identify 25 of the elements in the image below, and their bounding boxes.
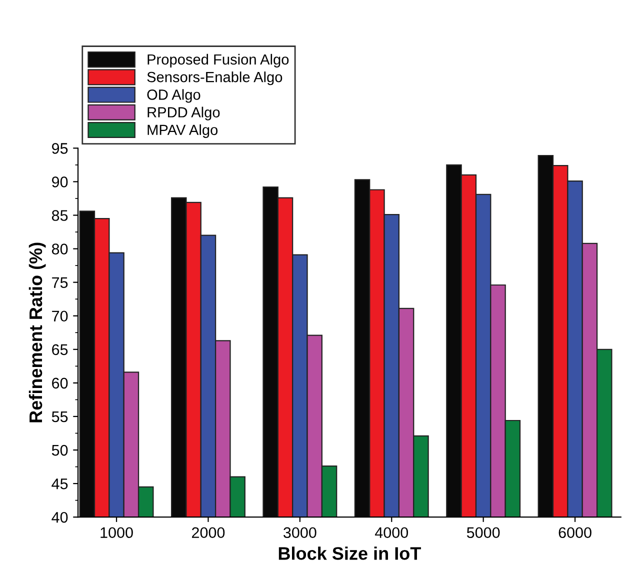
y-tick-label: 70 (52, 310, 68, 322)
y-tick-label: 50 (52, 444, 68, 456)
legend-label: Proposed Fusion Algo (148, 54, 289, 68)
x-axis-title: Block Size in IoT (278, 546, 421, 560)
x-tick-label: 5000 (466, 527, 500, 538)
y-tick-label: 60 (52, 378, 68, 389)
x-tick-label: 2000 (192, 527, 225, 538)
y-tick-label: 55 (52, 411, 68, 422)
y-tick-label: 80 (52, 244, 68, 254)
y-tick-label: 40 (52, 512, 68, 523)
x-tick-label: 3000 (284, 527, 316, 538)
x-tick-label: 4000 (374, 527, 408, 538)
y-tick-label: 90 (52, 176, 68, 188)
legend-label: Sensors-Enable Algo (147, 72, 282, 86)
legend-label: RPDD Algo (148, 106, 220, 120)
x-tick-label: 1000 (100, 527, 133, 538)
y-tick-label: 95 (52, 143, 68, 154)
legend-label: OD Algo (147, 89, 200, 103)
y-tick-label: 85 (52, 210, 68, 221)
y-tick-label: 75 (52, 277, 68, 288)
y-tick-label: 45 (52, 478, 68, 490)
y-axis-title: Refinement Ratio (%) (28, 242, 46, 422)
x-tick-label: 6000 (558, 527, 592, 538)
legend-label: MPAV Algo (148, 124, 218, 138)
y-tick-label: 65 (52, 344, 68, 356)
